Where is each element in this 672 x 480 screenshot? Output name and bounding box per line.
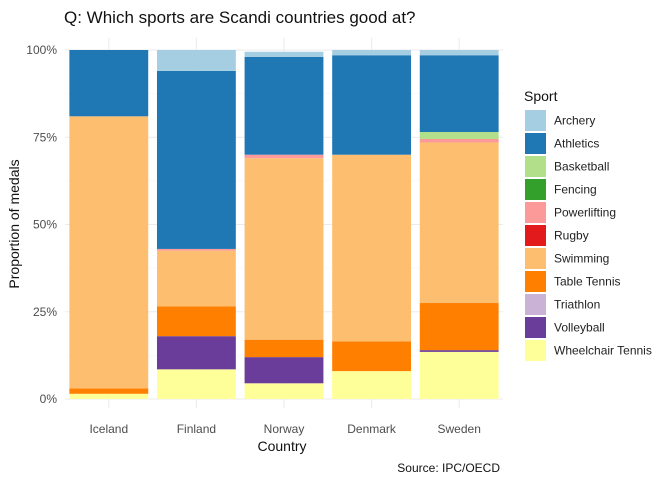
legend-title: Sport: [524, 88, 558, 104]
x-tick-label: Sweden: [438, 422, 481, 436]
legend-key-rugby: [525, 225, 546, 246]
legend-key-basketball: [525, 156, 546, 177]
bar-norway-wheelchair-tennis: [244, 383, 324, 399]
legend-label: Table Tennis: [554, 275, 621, 289]
bar-iceland-table-tennis: [69, 388, 149, 394]
legend-key-table-tennis: [525, 271, 546, 292]
bar-iceland-wheelchair-tennis: [69, 393, 149, 399]
bar-iceland-athletics: [69, 50, 149, 117]
bar-finland-archery: [156, 50, 236, 71]
y-tick-label: 25%: [33, 305, 57, 319]
legend-label: Archery: [554, 114, 595, 128]
bar-sweden-swimming: [419, 142, 499, 304]
legend-label: Swimming: [554, 252, 609, 266]
legend-key-athletics: [525, 133, 546, 154]
bar-denmark-wheelchair-tennis: [332, 371, 412, 399]
legend-label: Fencing: [554, 183, 597, 197]
chart-title: Q: Which sports are Scandi countries goo…: [64, 8, 416, 27]
bar-sweden-table-tennis: [419, 303, 499, 351]
y-axis-ticks: 0% 25% 50% 75% 100%: [26, 43, 57, 406]
bar-finland-wheelchair-tennis: [156, 369, 236, 399]
legend: Archery Athletics Basketball Fencing Powerli…: [525, 110, 652, 361]
y-axis-title: Proportion of medals: [6, 159, 22, 288]
bar-denmark-table-tennis: [332, 341, 412, 372]
x-axis-ticks: Iceland Finland Norway Denmark Sweden: [89, 422, 480, 436]
x-tick-label: Finland: [177, 422, 216, 436]
legend-label: Rugby: [554, 229, 589, 243]
legend-key-powerlifting: [525, 202, 546, 223]
legend-label: Triathlon: [554, 298, 600, 312]
legend-key-swimming: [525, 248, 546, 269]
bar-sweden-wheelchair-tennis: [419, 351, 499, 399]
bar-norway-archery: [244, 51, 324, 57]
legend-key-volleyball: [525, 317, 546, 338]
x-tick-label: Norway: [264, 422, 305, 436]
bar-norway-volleyball: [244, 357, 324, 384]
bar-finland-athletics: [156, 70, 236, 249]
bar-denmark-archery: [332, 50, 412, 56]
bar-finland-volleyball: [156, 336, 236, 370]
bar-norway-powerlifting: [244, 154, 324, 159]
legend-key-fencing: [525, 179, 546, 200]
bar-denmark-athletics: [332, 55, 412, 155]
bar-sweden-athletics: [419, 55, 499, 133]
x-tick-label: Denmark: [347, 422, 397, 436]
bar-norway-athletics: [244, 56, 324, 155]
legend-label: Athletics: [554, 137, 599, 151]
legend-label: Volleyball: [554, 321, 605, 335]
y-tick-label: 75%: [33, 130, 57, 144]
legend-label: Basketball: [554, 160, 609, 174]
bar-sweden-powerlifting: [419, 138, 499, 143]
bar-sweden-volleyball: [419, 350, 499, 352]
y-tick-label: 50%: [33, 218, 57, 232]
bar-sweden-archery: [419, 50, 499, 56]
legend-key-archery: [525, 110, 546, 131]
bar-denmark-swimming: [332, 154, 412, 342]
x-axis-title: Country: [257, 438, 306, 454]
legend-label: Powerlifting: [554, 206, 616, 220]
x-tick-label: Iceland: [89, 422, 128, 436]
y-tick-label: 100%: [26, 43, 57, 57]
bar-norway-swimming: [244, 158, 324, 340]
legend-key-wheelchair-tennis: [525, 340, 546, 361]
legend-label: Wheelchair Tennis: [554, 344, 652, 358]
bars: [69, 50, 499, 399]
bar-finland-swimming: [156, 250, 236, 307]
bar-norway-table-tennis: [244, 339, 324, 358]
bar-sweden-basketball: [419, 132, 499, 139]
bar-iceland-swimming: [69, 116, 149, 389]
chart-caption: Source: IPC/OECD: [397, 461, 500, 475]
y-tick-label: 0%: [40, 392, 58, 406]
legend-key-triathlon: [525, 294, 546, 315]
bar-finland-table-tennis: [156, 306, 236, 337]
bar-finland-powerlifting: [156, 248, 236, 251]
